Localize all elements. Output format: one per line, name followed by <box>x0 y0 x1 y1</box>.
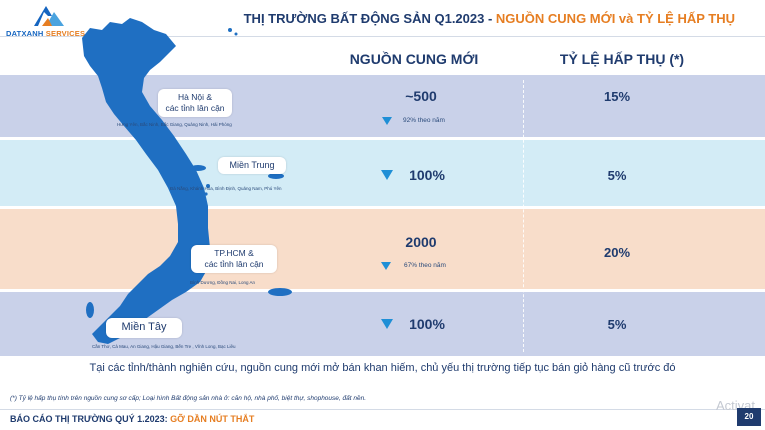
page-title: THỊ TRƯỜNG BẤT ĐỘNG SẢN Q1.2023 - NGUỒN … <box>243 11 735 26</box>
absorption-hcm: 20% <box>603 245 631 260</box>
region-provinces-hanoi: Hưng Yên, Bắc Ninh, Bắc Giang, Quảng Nin… <box>117 122 232 127</box>
report-footer: BÁO CÁO THỊ TRƯỜNG QUÝ 1.2023: GỠ DẦN NÚ… <box>10 414 255 424</box>
down-arrow-icon <box>381 170 393 180</box>
page-number: 20 <box>737 408 761 426</box>
supply-value-hanoi: ~500 <box>405 88 437 104</box>
header-divider <box>0 36 765 37</box>
down-arrow-icon <box>381 319 393 329</box>
summary-text: Tại các tỉnh/thành nghiên cứu, nguồn cun… <box>89 362 676 374</box>
brand-name: DATXANH SERVICES <box>6 29 86 38</box>
supply-value-hcm: 2000 <box>405 234 437 250</box>
logo-mark-icon <box>34 6 64 26</box>
band-hcm <box>0 209 765 289</box>
footnote: (*) Tỷ lệ hấp thụ tính trên nguồn cung s… <box>10 395 367 402</box>
col-header-absorption: TỶ LỆ HẤP THỤ (*) <box>559 51 685 67</box>
down-arrow-icon <box>381 262 391 270</box>
col-header-supply: NGUỒN CUNG MỚI <box>349 51 479 67</box>
column-divider <box>523 80 524 352</box>
supply-change-hcm: 67% theo năm <box>404 262 446 269</box>
vietnam-map-icon <box>82 18 292 344</box>
supply-value-mien-trung: 100% <box>409 167 445 183</box>
region-provinces-mien-trung: Đà Nẵng, Khánh Hòa, Bình Định, Quảng Nam… <box>170 186 282 191</box>
region-label-mien-trung: Miền Trung <box>218 157 286 174</box>
absorption-hanoi: 15% <box>603 89 631 104</box>
region-label-hcm: TP.HCM & các tỉnh lân cận <box>191 245 277 273</box>
supply-value-mien-tay: 100% <box>409 316 445 332</box>
down-arrow-icon <box>382 117 392 125</box>
region-provinces-hcm: Bình Dương, Đồng Nai, Long An <box>190 280 256 285</box>
supply-change-hanoi: 92% theo năm <box>403 117 445 124</box>
absorption-mien-trung: 5% <box>607 168 627 183</box>
region-label-hanoi: Hà Nội & các tỉnh lân cận <box>158 89 232 117</box>
footer-divider <box>0 409 765 410</box>
region-provinces-mien-tay: Cần Thơ, Cà Mau, An Giang, Hậu Giang, Bế… <box>92 344 236 349</box>
region-label-mien-tay: Miền Tây <box>106 318 182 338</box>
brand-logo: DATXANH SERVICES <box>6 4 96 38</box>
absorption-mien-tay: 5% <box>607 317 627 332</box>
